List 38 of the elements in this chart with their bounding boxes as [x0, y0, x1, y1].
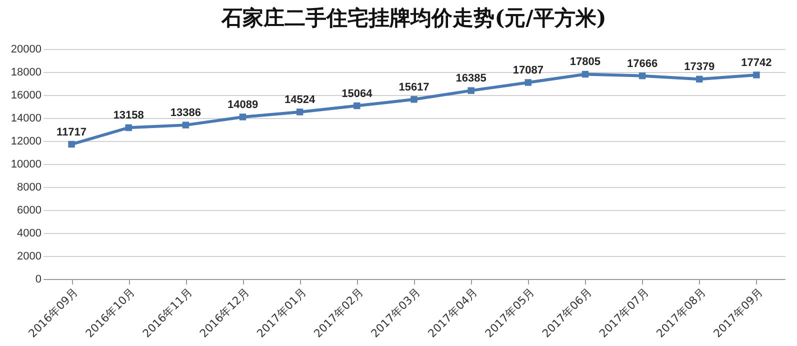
point	[410, 96, 418, 103]
data-label: 14524	[284, 94, 316, 106]
y-tick-label: 20000	[10, 44, 42, 56]
point	[182, 122, 190, 128]
y-tick-label: 2000	[17, 250, 42, 262]
data-label: 13158	[113, 110, 144, 122]
data-label: 17742	[741, 56, 772, 69]
y-tick-label: 12000	[10, 136, 42, 148]
point	[696, 76, 703, 82]
point	[296, 108, 304, 116]
data-label: 17087	[512, 64, 544, 76]
point	[524, 79, 532, 86]
point	[753, 72, 760, 78]
data-label: 15064	[342, 88, 374, 100]
y-tick-label: 18000	[10, 66, 42, 78]
data-label: 13386	[170, 107, 201, 120]
point	[638, 72, 646, 80]
data-label: 15617	[398, 81, 430, 94]
point	[354, 102, 360, 110]
y-tick-label: 16000	[10, 90, 42, 102]
data-label: 14089	[227, 98, 258, 111]
y-tick-label: 8000	[17, 182, 42, 194]
point	[125, 124, 132, 132]
y-tick-label: 10000	[10, 158, 42, 170]
data-label: 17666	[627, 58, 658, 70]
data-label: 11717	[56, 126, 87, 138]
y-tick-label: 0	[35, 274, 42, 286]
data-label: 17379	[684, 61, 715, 74]
chart-title: 石家庄二手住宅挂牌均价走势(元/平方米)	[220, 5, 606, 30]
point	[68, 140, 75, 148]
data-label: 17805	[570, 56, 601, 68]
point	[468, 87, 474, 94]
point	[239, 114, 246, 120]
point	[582, 70, 589, 78]
y-tick-label: 4000	[17, 228, 42, 240]
y-tick-label: 14000	[10, 112, 42, 124]
data-label: 16385	[456, 72, 486, 85]
y-tick-label: 6000	[17, 204, 42, 216]
